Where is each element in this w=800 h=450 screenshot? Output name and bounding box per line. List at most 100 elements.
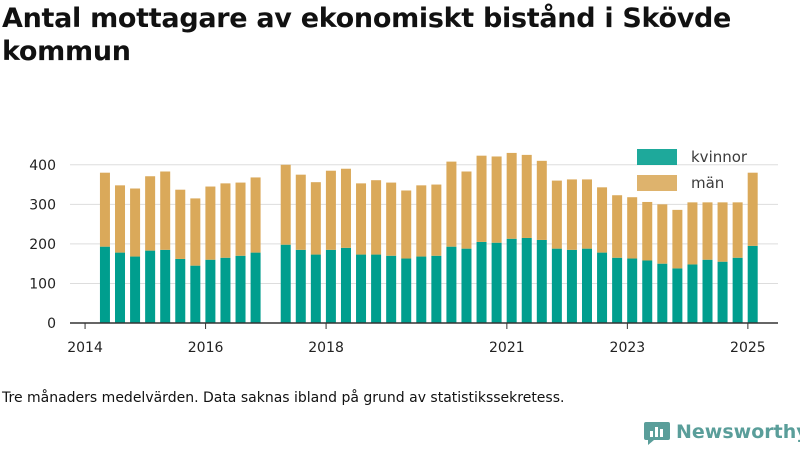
bar-kvinnor xyxy=(431,255,442,323)
bar-kvinnor xyxy=(566,249,577,323)
bar-kvinnor xyxy=(597,252,608,323)
bar-kvinnor xyxy=(416,256,427,323)
bar-kvinnor xyxy=(205,259,216,323)
bar-kvinnor xyxy=(99,246,110,323)
bar-man xyxy=(431,184,442,256)
bar-kvinnor xyxy=(325,249,336,323)
bar-kvinnor xyxy=(115,252,126,323)
y-tick-label: 300 xyxy=(29,197,56,213)
bar-kvinnor xyxy=(627,258,638,323)
bar-man xyxy=(115,185,126,253)
y-tick-label: 200 xyxy=(29,237,56,253)
bar-man xyxy=(747,172,758,246)
bar-man xyxy=(461,171,472,249)
bar-man xyxy=(627,197,638,259)
bar-man xyxy=(732,202,743,258)
bar-man xyxy=(386,182,397,256)
bar-man xyxy=(597,187,608,253)
bar-man xyxy=(536,160,547,240)
bar-man xyxy=(506,152,517,239)
bar-man xyxy=(521,154,532,238)
bar-kvinnor xyxy=(476,241,487,323)
bar-kvinnor xyxy=(717,261,728,323)
bar-kvinnor xyxy=(295,249,306,323)
legend-swatch-kvinnor xyxy=(637,149,677,165)
bar-man xyxy=(401,190,412,259)
legend: kvinnor män xyxy=(637,148,748,192)
bar-man xyxy=(130,188,141,257)
bar-kvinnor xyxy=(340,247,351,323)
bar-man xyxy=(99,172,110,247)
bar-man xyxy=(612,195,623,258)
bar-chart: 0 100 200 300 400 2014 2016 2018 2021 2023 2025 kv… xyxy=(29,148,778,356)
bar-man xyxy=(371,180,382,255)
bar-man xyxy=(717,202,728,262)
bar-kvinnor xyxy=(642,260,653,323)
bar-kvinnor xyxy=(175,258,186,323)
bar-kvinnor xyxy=(536,239,547,323)
x-tick-label: 2016 xyxy=(188,340,224,356)
bar-kvinnor xyxy=(310,254,321,323)
bar-man xyxy=(356,183,367,255)
bar-kvinnor xyxy=(235,255,246,323)
axes: 0 100 200 300 400 2014 2016 2018 2021 2023 2025 xyxy=(29,158,778,356)
bar-man xyxy=(687,202,698,265)
bar-kvinnor xyxy=(687,264,698,323)
brand-name: Newsworthy xyxy=(676,421,800,443)
bar-man xyxy=(235,182,246,256)
bar-kvinnor xyxy=(702,259,713,323)
bar-man xyxy=(642,201,653,261)
bar-man xyxy=(672,209,683,269)
bar-kvinnor xyxy=(220,257,231,323)
bar-man xyxy=(476,155,487,242)
bar-man xyxy=(160,171,171,250)
bars xyxy=(99,152,758,323)
bar-man xyxy=(340,168,351,248)
x-tick-label: 2018 xyxy=(308,340,344,356)
bar-kvinnor xyxy=(401,258,412,323)
y-tick-label: 100 xyxy=(29,276,56,292)
bar-man xyxy=(702,202,713,260)
bar-kvinnor xyxy=(280,244,291,323)
bar-kvinnor xyxy=(747,245,758,323)
bar-man xyxy=(280,164,291,245)
bar-kvinnor xyxy=(612,257,623,323)
x-tick-label: 2014 xyxy=(67,340,103,356)
legend-label: kvinnor xyxy=(691,148,748,166)
bar-kvinnor xyxy=(657,263,668,323)
footnote: Tre månaders medelvärden. Data saknas ib… xyxy=(2,390,565,406)
x-tick-label: 2023 xyxy=(610,340,646,356)
bar-man xyxy=(325,170,336,250)
x-tick-label: 2025 xyxy=(730,340,766,356)
brand[interactable]: Newsworthy xyxy=(644,419,800,445)
bar-man xyxy=(416,185,427,257)
bar-kvinnor xyxy=(371,254,382,323)
bar-man xyxy=(205,186,216,260)
legend-swatch-man xyxy=(637,175,677,191)
chart-title: Antal mottagare av ekonomiskt bistånd i … xyxy=(2,3,732,67)
legend-label: män xyxy=(691,174,724,192)
y-tick-label: 400 xyxy=(29,158,56,174)
bar-man xyxy=(551,180,562,249)
bar-kvinnor xyxy=(145,250,156,323)
bar-kvinnor xyxy=(672,268,683,323)
y-tick-label: 0 xyxy=(47,316,56,332)
bar-man xyxy=(581,179,592,249)
bar-kvinnor xyxy=(506,238,517,323)
bar-man xyxy=(310,182,321,255)
bar-man xyxy=(295,174,306,250)
bar-kvinnor xyxy=(160,249,171,323)
bar-man xyxy=(220,183,231,258)
bar-man xyxy=(145,176,156,251)
bar-kvinnor xyxy=(581,248,592,323)
bar-man xyxy=(566,179,577,250)
bar-man xyxy=(491,156,502,243)
bar-man xyxy=(250,177,261,253)
bar-kvinnor xyxy=(446,246,457,323)
bar-man xyxy=(657,204,668,264)
bar-kvinnor xyxy=(250,252,261,323)
bar-man xyxy=(175,189,186,259)
bar-kvinnor xyxy=(386,255,397,323)
bar-man xyxy=(446,161,457,247)
newsworthy-logo-icon xyxy=(644,422,670,445)
